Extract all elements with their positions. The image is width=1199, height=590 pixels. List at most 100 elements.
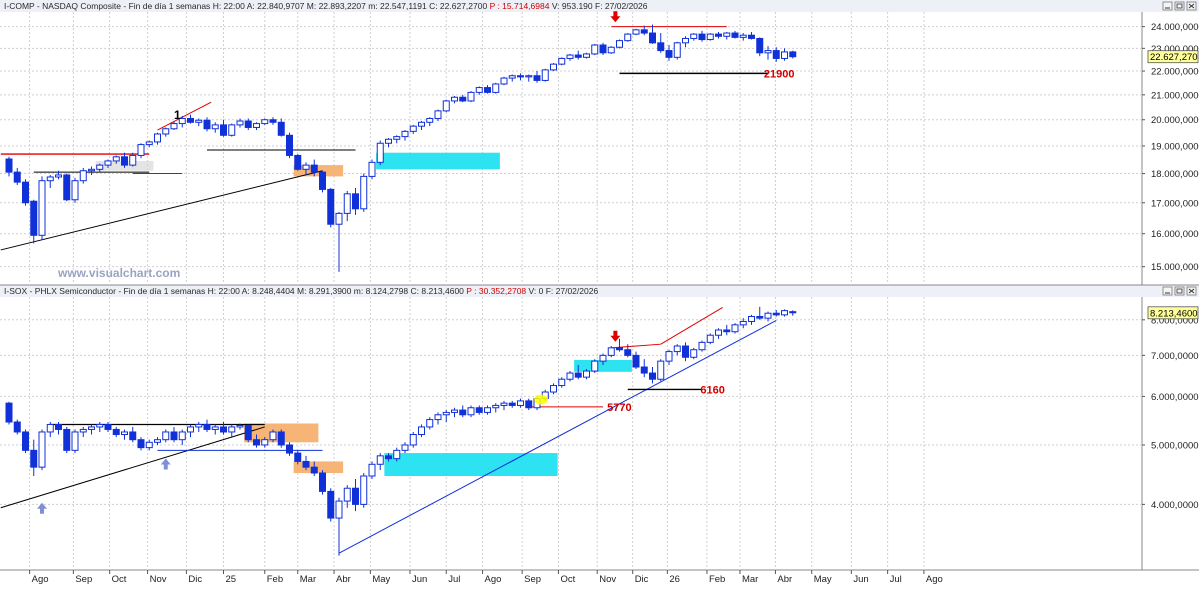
candle	[211, 424, 219, 435]
candle	[558, 57, 566, 66]
candle	[756, 37, 764, 57]
candle	[319, 170, 326, 193]
candle	[632, 28, 640, 36]
month-label: Jul	[448, 574, 460, 585]
candle	[583, 369, 590, 380]
candle	[46, 174, 54, 188]
trendline	[338, 320, 777, 554]
annotation-label: 1	[174, 108, 181, 122]
candle	[706, 333, 714, 345]
candle	[558, 377, 566, 388]
candle	[368, 159, 376, 180]
candle	[781, 309, 788, 317]
candle	[698, 340, 706, 352]
candle	[715, 31, 722, 39]
month-label: Mar	[300, 574, 316, 585]
candle	[764, 311, 772, 322]
candle	[500, 76, 508, 86]
bottom-window-controls[interactable]	[1162, 286, 1197, 296]
candle	[104, 159, 112, 168]
candle	[772, 47, 780, 62]
y-tick-label: 19.000,0000	[1151, 141, 1199, 152]
trendlines-layer	[0, 26, 777, 554]
candle	[789, 50, 797, 59]
last-value-label: 22.627,270	[1150, 52, 1198, 63]
candle	[5, 156, 13, 177]
candle	[418, 121, 425, 131]
last-value-box	[1147, 306, 1199, 320]
candle	[5, 401, 13, 425]
candle	[756, 306, 764, 320]
candle	[203, 117, 211, 132]
candle	[335, 211, 343, 272]
y-tick-label: 22.000,0000	[1151, 67, 1199, 78]
candle	[517, 398, 524, 408]
candle	[137, 143, 145, 159]
trendline	[0, 170, 323, 251]
candle	[525, 398, 533, 411]
candle	[104, 422, 112, 432]
candle	[244, 424, 252, 443]
candle	[277, 118, 285, 137]
candle	[616, 338, 623, 352]
candle	[13, 419, 21, 435]
month-label: Oct	[112, 574, 127, 585]
candle	[55, 422, 62, 435]
candle	[409, 431, 417, 448]
month-label: Ago	[485, 574, 502, 585]
candle	[22, 429, 29, 454]
candle	[550, 383, 557, 395]
candle	[673, 344, 681, 356]
candle	[38, 429, 46, 471]
top-window-controls[interactable]	[1162, 1, 1197, 11]
month-label: Jun	[853, 574, 868, 585]
candle	[508, 74, 516, 82]
candle	[566, 371, 574, 382]
candle	[319, 470, 326, 495]
y-tick-label: 21.000,0000	[1151, 90, 1199, 101]
red-down-arrow	[610, 11, 621, 23]
candle	[640, 359, 648, 378]
candle	[673, 41, 681, 60]
y-tick-label: 20.000,0000	[1151, 115, 1199, 126]
y-tick-label: 24.000,0000	[1151, 22, 1199, 33]
candle	[178, 429, 186, 445]
candle	[137, 437, 145, 451]
candle	[277, 429, 285, 448]
candle	[583, 52, 590, 59]
candle	[154, 437, 161, 445]
last-value-box	[1147, 50, 1199, 64]
candle	[88, 166, 95, 175]
candle	[121, 152, 128, 168]
candle	[442, 410, 450, 423]
cyan-zone	[384, 453, 558, 476]
month-label: 25	[226, 574, 237, 585]
candles-layer	[5, 24, 797, 556]
candle	[418, 424, 425, 438]
candle	[129, 152, 137, 167]
month-label: Sep	[75, 574, 92, 585]
candle	[698, 30, 706, 42]
candle	[38, 176, 46, 241]
top-header: I-COMP - NASDAQ Composite - Fin de día 1…	[4, 1, 648, 11]
candle	[665, 45, 673, 61]
y-tick-label: 4.000,0000	[1151, 500, 1199, 511]
candle	[690, 33, 698, 41]
trendline	[660, 307, 723, 345]
candle	[22, 179, 29, 206]
candle	[211, 122, 219, 133]
month-label: Feb	[267, 574, 283, 585]
blue-up-arrow	[160, 458, 171, 470]
candle	[607, 46, 615, 54]
candle	[269, 117, 277, 125]
candle	[401, 130, 409, 141]
month-label: Jun	[412, 574, 427, 585]
candle	[682, 342, 689, 362]
candle	[244, 118, 252, 131]
candle	[376, 140, 384, 166]
month-label: Sep	[524, 574, 541, 585]
candle	[665, 349, 673, 366]
candle	[220, 422, 227, 435]
candle	[459, 94, 467, 103]
candle	[682, 36, 689, 48]
